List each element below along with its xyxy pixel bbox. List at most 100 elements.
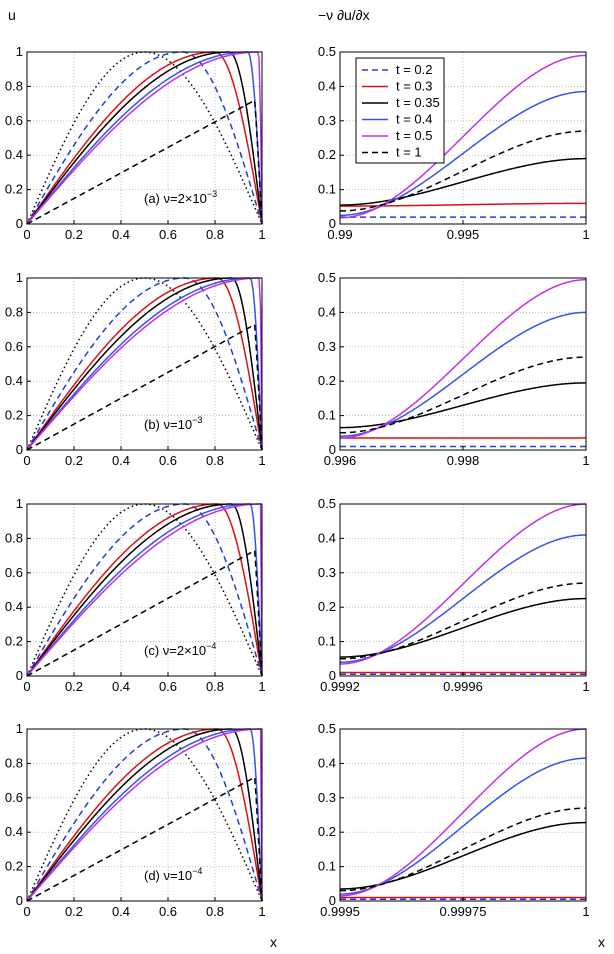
y-tick-label: 1 — [16, 721, 23, 736]
series-line-t-0.5 — [26, 728, 263, 902]
x-tick-label: 0.2 — [65, 679, 83, 694]
panel-a-left: 0 0.2 0.4 0.6 0.8 1 0 0.2 0.4 0.6 0.8 1 (a) ν=2×10−3 — [5, 44, 266, 242]
panel-b-right: 0.996 0.998 1 0 0.1 0.2 0.3 0.4 0.5 — [318, 270, 590, 468]
x-tick-label: 0.6 — [159, 904, 177, 919]
x-tick-label: 0.6 — [159, 679, 177, 694]
y-tick-label: 0.3 — [318, 113, 336, 128]
y-tick-label: 0 — [329, 668, 336, 683]
axes-frame — [339, 503, 587, 677]
y-tick-label: 0.4 — [318, 530, 336, 545]
series-line-t-1 — [339, 807, 587, 892]
panel-annotation: (a) ν=2×10−3 — [144, 189, 217, 206]
y-tick-label: 0.4 — [5, 373, 23, 388]
y-tick-label: 0.2 — [5, 634, 23, 649]
y-tick-label: 0 — [329, 893, 336, 908]
y-tick-label: 0.4 — [5, 147, 23, 162]
y-tick-label: 0.3 — [318, 565, 336, 580]
legend-label: t = 0.2 — [396, 62, 433, 77]
y-tick-label: 0.3 — [318, 339, 336, 354]
y-tick-label: 0.8 — [5, 755, 23, 770]
y-tick-label: 0.2 — [5, 859, 23, 874]
series-line-t-1 — [339, 582, 587, 660]
x-tick-label: 0 — [23, 453, 30, 468]
y-tick-label: 0.2 — [318, 824, 336, 839]
right-y-axis-label: −ν ∂u/∂x — [318, 7, 370, 23]
legend: t = 0.2 t = 0.3t = 0.35 t = 0.4t = 0.5 t = … — [355, 57, 445, 164]
y-tick-label: 1 — [16, 44, 23, 59]
y-tick-label: 0.4 — [5, 824, 23, 839]
y-tick-label: 0.1 — [318, 182, 336, 197]
series-line-t-0.4 — [339, 534, 587, 663]
y-tick-label: 1 — [16, 270, 23, 285]
y-tick-label: 0.5 — [318, 270, 336, 285]
x-tick-label: 0.4 — [112, 227, 130, 242]
x-tick-label: 0 — [23, 227, 30, 242]
y-tick-label: 0 — [16, 668, 23, 683]
x-tick-label: 1 — [582, 904, 589, 919]
panel-annotation: (b) ν=10−3 — [144, 415, 202, 432]
x-tick-label: 1 — [582, 227, 589, 242]
x-tick-label: 1 — [258, 904, 265, 919]
x-tick-label: 0.8 — [206, 904, 224, 919]
y-tick-label: 0.6 — [5, 790, 23, 805]
y-tick-label: 0.5 — [318, 496, 336, 511]
y-tick-label: 0.1 — [318, 859, 336, 874]
x-tick-label: 0.2 — [65, 453, 83, 468]
y-tick-label: 0.6 — [5, 565, 23, 580]
y-tick-label: 0.4 — [318, 304, 336, 319]
y-tick-label: 0.8 — [5, 304, 23, 319]
series-line-t-0.5 — [339, 728, 587, 897]
series-line-t-1 — [26, 776, 263, 902]
panel-a-right: 0.99 0.995 1 0 0.1 0.2 0.3 0.4 0.5 — [318, 44, 590, 242]
x-tick-label: 0.995 — [447, 227, 480, 242]
x-tick-label: 0.2 — [65, 904, 83, 919]
x-tick-label: 0.6 — [159, 453, 177, 468]
panel-annotation: (d) ν=10−4 — [144, 866, 202, 883]
series-line-t-0.4 — [26, 728, 263, 902]
legend-box — [355, 57, 445, 164]
y-tick-label: 0.6 — [5, 113, 23, 128]
series-line-t-0 — [26, 51, 263, 225]
axes-frame — [26, 728, 263, 902]
legend-label: t = 0.5 — [396, 128, 433, 143]
y-tick-label: 0.8 — [5, 530, 23, 545]
left-x-axis-label: x — [270, 934, 277, 950]
series-line-t-1 — [26, 99, 263, 225]
x-tick-label: 1 — [258, 227, 265, 242]
x-tick-label: 0.996 — [324, 453, 357, 468]
y-tick-label: 0.2 — [318, 599, 336, 614]
series-line-t-0.4 — [26, 503, 263, 677]
series-line-t-0 — [26, 277, 263, 451]
y-tick-label: 0 — [329, 216, 336, 231]
y-tick-label: 0.1 — [318, 408, 336, 423]
x-tick-label: 0.8 — [206, 227, 224, 242]
panel-c-left: 0 0.2 0.4 0.6 0.8 1 0 0.2 0.4 0.6 0.8 1 (c) ν=2×10−4 — [5, 496, 266, 694]
x-tick-label: 0.9992 — [320, 679, 360, 694]
y-tick-label: 0.5 — [318, 44, 336, 59]
series-line-t-0.35 — [339, 157, 587, 206]
y-tick-label: 0 — [16, 442, 23, 457]
series-line-t-0 — [26, 728, 263, 902]
series-line-t-1 — [26, 549, 263, 677]
series-line-t-0.5 — [339, 503, 587, 665]
y-tick-label: 0.8 — [5, 78, 23, 93]
x-tick-label: 0 — [23, 679, 30, 694]
x-tick-label: 0.4 — [112, 904, 130, 919]
series-line-t-0.35 — [339, 382, 587, 429]
x-tick-label: 0.99975 — [440, 904, 487, 919]
series-line-t-0.5 — [26, 277, 263, 451]
right-x-axis-label: x — [598, 934, 605, 950]
x-tick-label: 0.8 — [206, 679, 224, 694]
x-tick-label: 0.9996 — [443, 679, 483, 694]
series-line-t-0.5 — [339, 278, 587, 439]
legend-label: t = 1 — [396, 145, 422, 160]
y-tick-label: 0.5 — [318, 721, 336, 736]
axes-frame — [26, 503, 263, 677]
y-tick-label: 0.2 — [318, 147, 336, 162]
y-tick-label: 0.4 — [318, 78, 336, 93]
y-tick-label: 0.2 — [5, 408, 23, 423]
series-line-t-0.3 — [26, 51, 263, 225]
x-tick-label: 0.998 — [447, 453, 480, 468]
y-tick-label: 0.6 — [5, 339, 23, 354]
axes-frame — [26, 51, 263, 225]
